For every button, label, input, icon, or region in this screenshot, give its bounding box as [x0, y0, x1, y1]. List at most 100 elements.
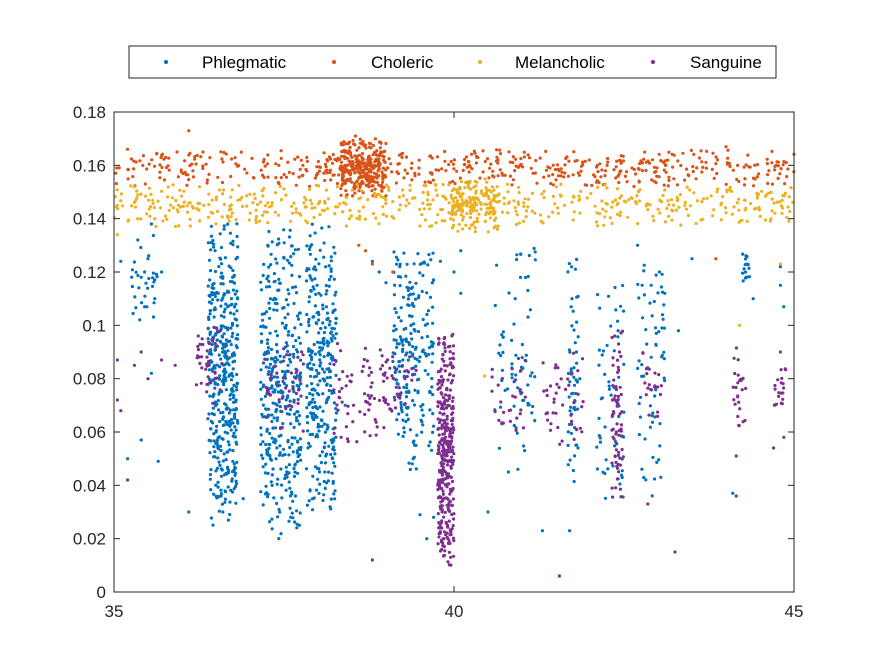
data-point: [288, 403, 292, 407]
legend-entry-phlegmatic[interactable]: Phlegmatic: [164, 53, 287, 72]
data-point: [683, 178, 687, 182]
data-point: [222, 332, 226, 336]
data-point: [554, 391, 558, 395]
data-point: [229, 303, 233, 307]
data-point: [620, 457, 624, 461]
data-point: [412, 439, 416, 443]
data-point: [201, 342, 205, 347]
data-point: [526, 383, 530, 387]
data-point: [643, 381, 647, 385]
data-point: [307, 402, 311, 406]
data-point: [228, 397, 232, 401]
data-point: [430, 281, 434, 285]
data-point: [715, 158, 720, 162]
data-point: [673, 550, 677, 554]
data-point: [313, 404, 318, 409]
data-point: [275, 403, 279, 407]
data-point: [224, 471, 228, 475]
legend-entry-melancholic[interactable]: Melancholic: [478, 53, 605, 72]
data-point: [412, 403, 417, 407]
data-point: [219, 245, 224, 250]
data-point: [312, 363, 316, 367]
data-point: [323, 430, 327, 434]
data-point: [524, 353, 528, 357]
data-point: [610, 205, 614, 209]
data-point: [205, 382, 209, 386]
data-point: [316, 171, 320, 176]
data-point: [267, 446, 271, 450]
data-point: [265, 338, 270, 342]
data-point: [158, 170, 162, 174]
data-point: [485, 180, 489, 184]
data-point: [313, 352, 317, 356]
data-point: [320, 419, 324, 423]
legend-entry-sanguine[interactable]: Sanguine: [651, 53, 762, 72]
data-point: [449, 381, 453, 385]
data-point: [223, 307, 227, 311]
data-point: [226, 349, 230, 353]
data-point: [251, 201, 255, 205]
data-point: [442, 363, 447, 368]
data-point: [451, 162, 456, 166]
data-point: [328, 353, 333, 357]
data-point: [391, 359, 395, 364]
data-point: [659, 285, 664, 289]
data-point: [277, 537, 281, 541]
data-point: [154, 224, 158, 229]
data-point: [729, 189, 734, 193]
data-point: [198, 201, 202, 206]
data-point: [606, 467, 610, 471]
data-point: [266, 413, 270, 417]
data-point: [554, 178, 558, 182]
data-point: [461, 218, 465, 222]
data-point: [296, 401, 300, 405]
data-point: [205, 355, 209, 359]
data-point: [515, 257, 519, 262]
data-point: [365, 359, 369, 363]
data-point: [360, 142, 364, 146]
data-point: [318, 482, 322, 486]
data-point: [603, 215, 607, 219]
data-point: [644, 478, 648, 482]
data-point: [614, 448, 619, 452]
data-point: [268, 457, 272, 461]
data-point: [286, 363, 290, 367]
data-point: [642, 293, 647, 297]
data-point: [424, 184, 428, 188]
data-point: [485, 210, 489, 215]
data-point: [508, 174, 512, 178]
data-point: [275, 371, 279, 375]
data-point: [671, 165, 675, 169]
data-point: [217, 353, 221, 357]
data-point: [315, 165, 319, 169]
data-point: [310, 388, 314, 392]
data-point: [742, 165, 746, 169]
data-point: [556, 425, 560, 430]
data-point: [374, 159, 378, 163]
data-point: [441, 432, 445, 436]
data-point: [615, 464, 619, 468]
data-point: [400, 155, 404, 159]
data-point: [295, 509, 299, 513]
data-point: [351, 420, 355, 424]
data-point: [277, 398, 281, 402]
data-point: [780, 402, 784, 406]
data-point: [225, 357, 229, 361]
data-point: [284, 386, 288, 390]
data-point: [222, 452, 226, 456]
data-point: [447, 550, 451, 555]
legend[interactable]: Phlegmatic Choleric Melancholic Sanguine: [128, 45, 777, 79]
data-point: [318, 353, 322, 357]
data-point: [134, 205, 138, 209]
legend-entry-choleric[interactable]: Choleric: [332, 53, 434, 72]
data-point: [743, 257, 748, 261]
data-point: [146, 257, 150, 261]
data-point: [441, 412, 445, 416]
data-point: [573, 341, 577, 345]
data-point: [281, 447, 286, 451]
data-point: [454, 212, 458, 216]
data-point: [279, 409, 283, 413]
data-point: [651, 214, 655, 218]
data-point: [580, 405, 584, 409]
data-point: [201, 150, 205, 154]
